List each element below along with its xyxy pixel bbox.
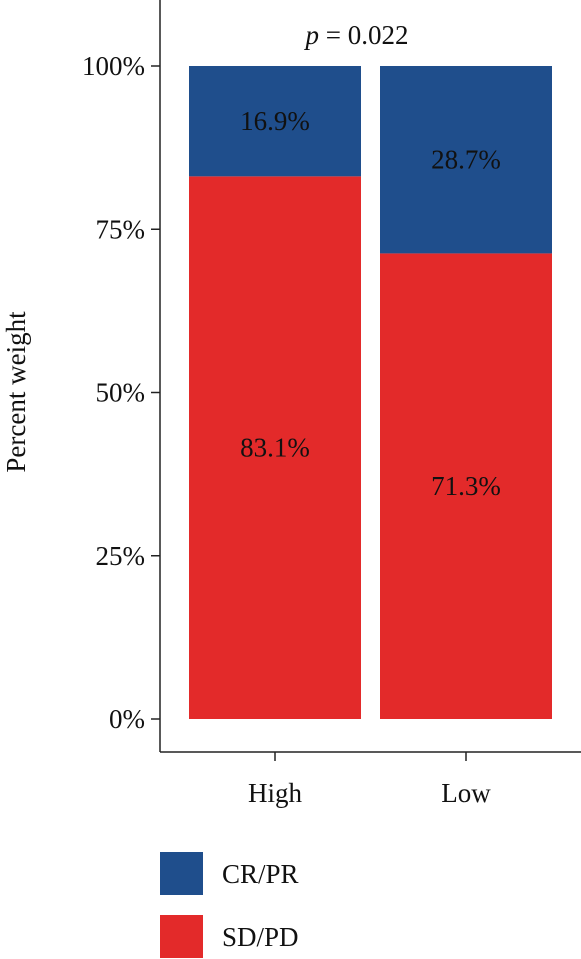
bar-data-label: 28.7% bbox=[431, 145, 501, 175]
y-ticks-group: 0% 25% 50% 75% 100% bbox=[82, 51, 160, 734]
y-tick-label: 50% bbox=[96, 378, 146, 408]
x-ticks-group: High Low bbox=[248, 752, 491, 808]
legend-swatch bbox=[160, 915, 203, 958]
legend-label: CR/PR bbox=[222, 859, 299, 889]
bar-high-cr-pr bbox=[189, 66, 361, 177]
x-tick-label: Low bbox=[441, 778, 491, 808]
legend-label: SD/PD bbox=[222, 922, 299, 952]
bars-group bbox=[189, 66, 552, 719]
x-tick-label: High bbox=[248, 778, 303, 808]
p-value-annotation: p = 0.022 bbox=[304, 20, 409, 50]
legend-swatch bbox=[160, 852, 203, 895]
bar-data-label: 71.3% bbox=[431, 471, 501, 501]
y-tick-label: 0% bbox=[109, 704, 145, 734]
y-axis-label: Percent weight bbox=[1, 311, 31, 473]
y-tick-label: 100% bbox=[82, 51, 145, 81]
bar-low-cr-pr bbox=[380, 66, 552, 254]
bar-data-label: 16.9% bbox=[240, 106, 310, 136]
p-value-text: = 0.022 bbox=[319, 20, 408, 50]
p-symbol: p bbox=[304, 20, 320, 50]
y-tick-label: 25% bbox=[96, 541, 146, 571]
bar-labels-group: 83.1% 16.9% 71.3% 28.7% bbox=[240, 106, 501, 501]
y-tick-label: 75% bbox=[96, 214, 146, 244]
bar-data-label: 83.1% bbox=[240, 433, 310, 463]
legend: CR/PR SD/PD bbox=[160, 852, 299, 958]
bar-high-sd-pd bbox=[189, 176, 361, 719]
bar-low-sd-pd bbox=[380, 253, 552, 719]
